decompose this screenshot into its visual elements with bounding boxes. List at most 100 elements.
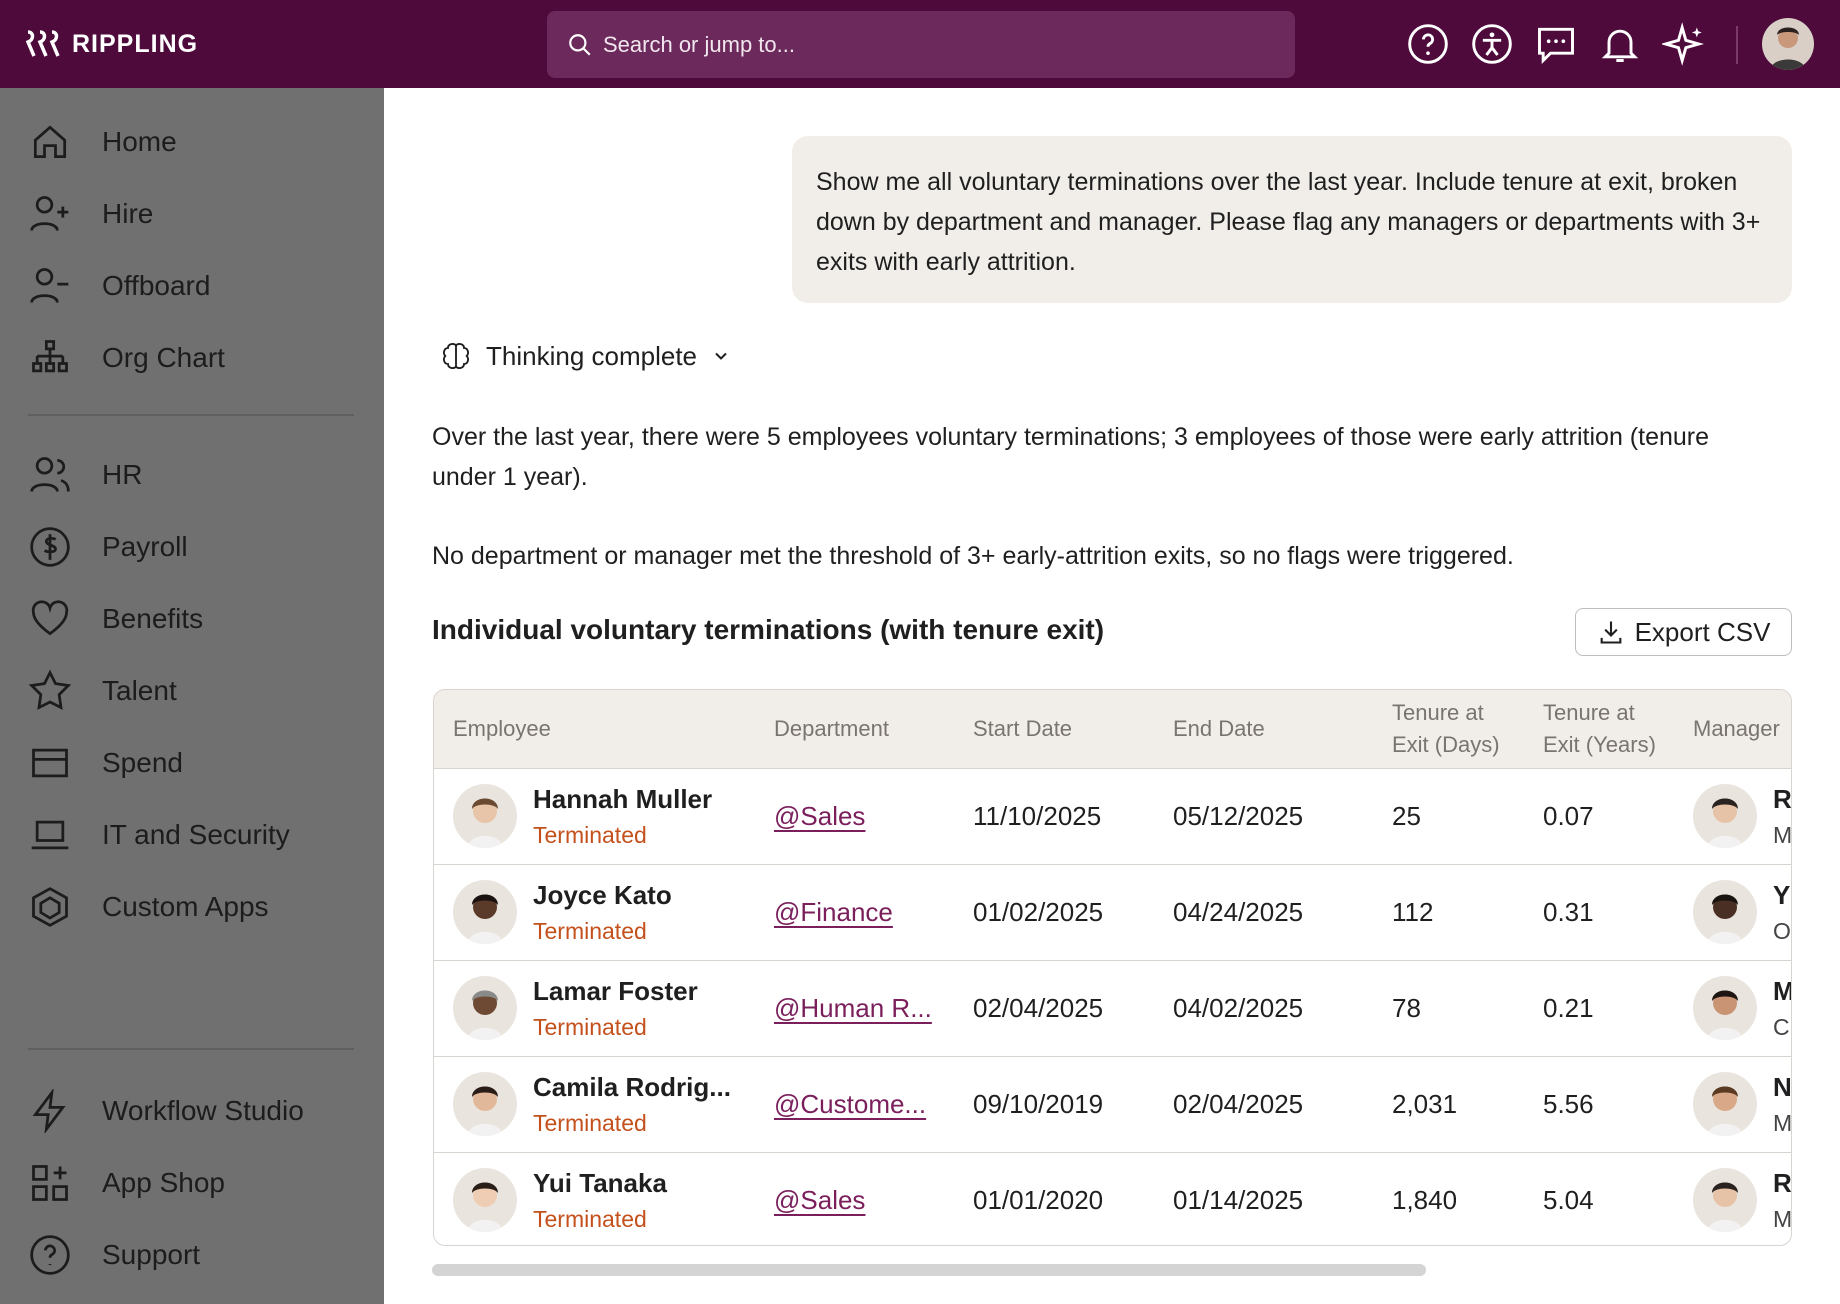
employee-status: Terminated (533, 822, 647, 848)
manager-sub: C (1773, 1014, 1790, 1040)
cell: 09/10/2019 (973, 1088, 1104, 1119)
nav-item[interactable]: Support (28, 1230, 200, 1280)
brain-icon (443, 343, 469, 369)
column-header: Start Date (973, 716, 1073, 741)
hair (1712, 1182, 1738, 1193)
download-icon (1600, 621, 1621, 644)
column-header: Manager (1693, 716, 1780, 741)
hair (472, 894, 498, 905)
icon-shape (28, 669, 72, 710)
search-icon (569, 33, 591, 56)
logo[interactable]: RIPPLING (26, 26, 198, 62)
accessibility-icon[interactable] (1470, 22, 1514, 66)
nav-item[interactable]: Talent (28, 666, 177, 716)
cell: 2,031 (1392, 1088, 1458, 1119)
nav-icon (32, 748, 68, 778)
nav-item[interactable]: Offboard (28, 261, 210, 311)
icon-shape (32, 1165, 68, 1201)
cell: 02/04/2025 (973, 992, 1104, 1023)
nav-icon (31, 600, 69, 636)
export-label: Export CSV (1634, 616, 1771, 647)
search-placeholder: Search or jump to... (603, 31, 795, 57)
column-header: Tenure at Exit (Days) (1392, 700, 1500, 757)
help-icon[interactable] (1406, 22, 1450, 66)
hair (472, 1182, 498, 1193)
employee-status: Terminated (533, 1110, 647, 1136)
nav-item[interactable]: Benefits (28, 594, 203, 644)
nav-label: Offboard (102, 270, 211, 301)
shoulders (467, 836, 503, 848)
avatar (1693, 976, 1757, 1040)
column-header: Employee (453, 716, 551, 741)
export-button[interactable]: Export CSV (1575, 608, 1792, 656)
nav-item[interactable]: Hire (28, 189, 153, 239)
manager-sub: M (1773, 1206, 1792, 1232)
department-link[interactable]: @Sales (774, 800, 866, 831)
icon-shape (30, 196, 69, 231)
chat-icon[interactable] (1534, 22, 1578, 66)
user-avatar[interactable] (1762, 18, 1814, 70)
nav-item[interactable]: Payroll (28, 522, 188, 572)
shoulders (467, 1028, 503, 1040)
icon-shape (32, 340, 68, 373)
table-row[interactable]: Hannah Muller Terminated @Sales 11/10/2025 0… (434, 768, 1792, 865)
icon-shape (32, 887, 68, 927)
table-row[interactable]: Camila Rodrig... Terminated @Custome... 09/… (434, 1056, 1791, 1153)
icon-shape (31, 820, 69, 850)
nav-item[interactable]: Custom Apps (28, 882, 269, 932)
nav-label: Support (102, 1239, 201, 1270)
message-text: Show me all voluntary terminations over … (816, 168, 1761, 276)
department-link[interactable]: @Human R... (774, 992, 932, 1023)
cell: 0.21 (1543, 992, 1594, 1023)
icon-shape (30, 1235, 70, 1275)
cell: 01/02/2025 (973, 896, 1104, 927)
avatar-image (1770, 27, 1806, 70)
nav-item[interactable]: IT and Security (28, 810, 290, 860)
nav-item[interactable]: Workflow Studio (28, 1086, 304, 1136)
nav-label: Custom Apps (102, 891, 269, 922)
nav-icon (30, 1235, 70, 1275)
scrollbar[interactable] (432, 1264, 1426, 1276)
nav-item[interactable]: App Shop (28, 1158, 225, 1208)
department-link[interactable]: @Finance (774, 896, 893, 927)
department-cell: @Human R... (774, 960, 932, 1056)
cell: 0.07 (1543, 800, 1594, 831)
nav-label: Workflow Studio (102, 1095, 304, 1126)
chevron-icon (715, 352, 727, 360)
bell-icon[interactable] (1598, 22, 1642, 66)
nav-item[interactable]: Home (28, 117, 177, 167)
department-link[interactable]: @Custome... (774, 1088, 927, 1119)
cell: 05/12/2025 (1173, 800, 1304, 831)
ai-icon[interactable] (1662, 22, 1706, 66)
hair (472, 1086, 498, 1097)
nav-item[interactable]: HR (28, 450, 142, 500)
nav-icon (28, 669, 72, 710)
nav-label: Talent (102, 675, 177, 706)
avatar (453, 1072, 517, 1136)
nav-icon (32, 1165, 68, 1201)
avatar (1693, 1072, 1757, 1136)
search-box[interactable]: Search or jump to... (547, 11, 1295, 78)
employee-name: Joyce Kato (533, 880, 672, 910)
cell: 78 (1392, 992, 1421, 1023)
department-link[interactable]: @Sales (774, 1184, 866, 1215)
table-row[interactable]: Lamar Foster Terminated @Human R... 02/04/2… (434, 960, 1791, 1057)
nav-item[interactable]: Org Chart (28, 333, 225, 383)
thinking-toggle[interactable]: Thinking complete (440, 340, 731, 372)
nav-item[interactable]: Spend (28, 738, 183, 788)
hair (1712, 1086, 1738, 1097)
column-header: Tenure at Exit (Years) (1543, 700, 1656, 757)
avatar (1693, 784, 1757, 848)
table-row[interactable]: Joyce Kato Terminated @Finance 01/02/2025 04… (434, 864, 1791, 961)
manager-name: R (1773, 784, 1792, 814)
table-row[interactable]: Yui Tanaka Terminated @Sales 01/01/2020 01/1… (434, 1152, 1792, 1245)
icon-shape (32, 1089, 66, 1133)
divider (28, 414, 354, 416)
avatar (453, 976, 517, 1040)
user-message: Show me all voluntary terminations over … (792, 136, 1792, 303)
shoulders (467, 1220, 503, 1232)
cell: 04/02/2025 (1173, 992, 1304, 1023)
nav-icon (30, 268, 69, 303)
terminations-table: Employee Department Start Date End Date Tenu… (433, 689, 1792, 1246)
nav-icon (30, 196, 69, 231)
